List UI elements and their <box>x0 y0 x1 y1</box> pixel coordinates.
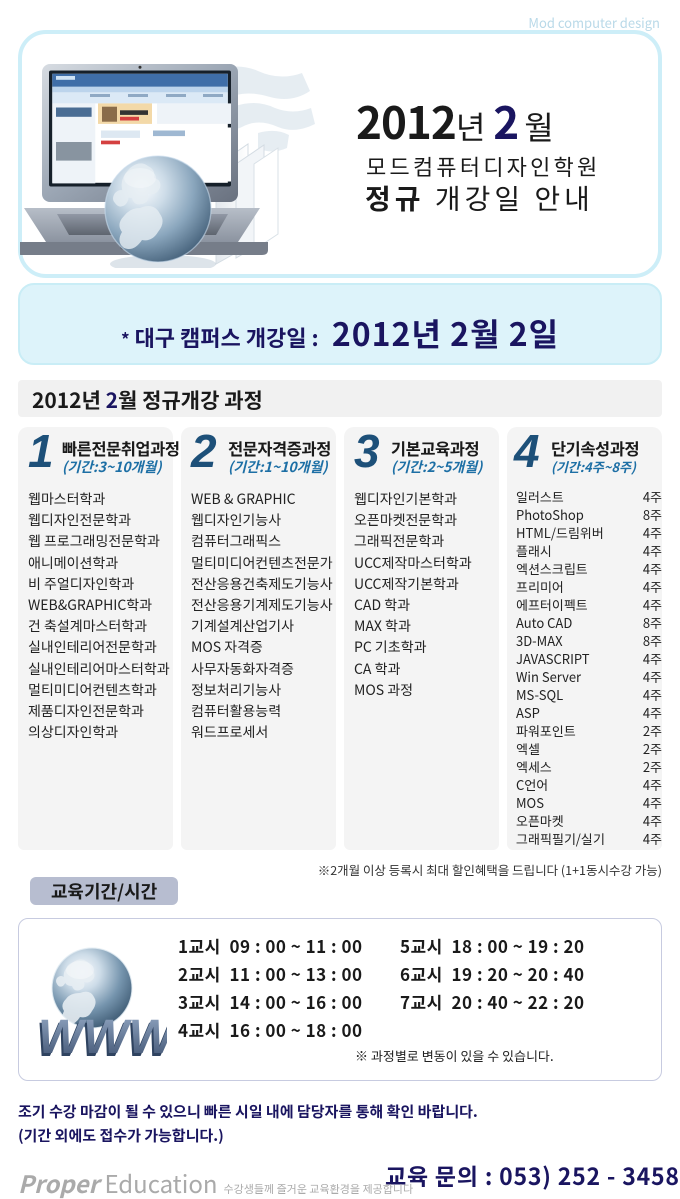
svg-text:WWW: WWW <box>38 1011 167 1063</box>
